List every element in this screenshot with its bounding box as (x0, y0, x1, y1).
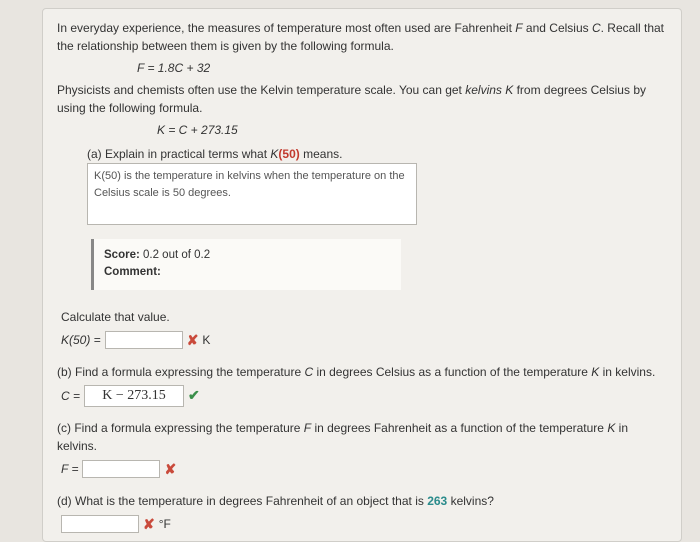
comment-line: Comment: (104, 264, 391, 281)
part-d: (d) What is the temperature in degrees F… (57, 492, 667, 535)
part-d-a: (d) What is the temperature in degrees F… (57, 494, 427, 508)
intro-1b: and Celsius (523, 21, 592, 35)
intro-2a: Physicists and chemists often use the Ke… (57, 83, 465, 97)
score-label: Score: (104, 249, 140, 261)
f-input[interactable] (82, 460, 160, 478)
part-d-prompt: (d) What is the temperature in degrees F… (57, 492, 667, 510)
intro-f: F (515, 21, 522, 35)
k-unit: K (202, 331, 210, 349)
part-b-end: in kelvins. (599, 365, 655, 379)
part-c-a: (c) Find a formula expressing the temper… (57, 421, 304, 435)
part-a-label: (a) Explain in practical terms what (87, 147, 270, 161)
formula-1: F = 1.8C + 32 (137, 59, 667, 77)
d-row: ✘ °F (61, 514, 667, 535)
c-input[interactable]: K − 273.15 (84, 385, 184, 407)
comment-label: Comment: (104, 266, 161, 278)
part-b: (b) Find a formula expressing the temper… (57, 363, 667, 407)
k50-row: K(50) = ✘ K (61, 330, 667, 351)
c-row: C = K − 273.15 ✔ (61, 385, 667, 407)
part-a: (a) Explain in practical terms what K(50… (87, 145, 667, 225)
part-d-val: 263 (427, 494, 447, 508)
part-c: (c) Find a formula expressing the temper… (57, 419, 667, 480)
part-a-end: means. (300, 147, 343, 161)
part-a-prompt: (a) Explain in practical terms what K(50… (87, 145, 667, 163)
f-eq: F = (61, 460, 78, 478)
formula-2: K = C + 273.15 (157, 121, 667, 139)
f-unit: °F (159, 515, 171, 533)
question-panel: In everyday experience, the measures of … (42, 8, 682, 542)
intro-text-2: Physicists and chemists often use the Ke… (57, 81, 667, 117)
intro-c: C (592, 21, 601, 35)
part-a-50: (50) (278, 147, 299, 161)
calc-label: Calculate that value. (61, 308, 667, 326)
f-wrong-icon: ✘ (164, 459, 176, 480)
k50-input[interactable] (105, 331, 183, 349)
intro-text-1: In everyday experience, the measures of … (57, 19, 667, 55)
c-eq: C = (61, 387, 80, 405)
score-box: Score: 0.2 out of 0.2 Comment: (91, 239, 401, 290)
d-wrong-icon: ✘ (143, 514, 155, 535)
intro-kelvins: kelvins K (465, 83, 513, 97)
answer-a-box[interactable]: K(50) is the temperature in kelvins when… (87, 163, 417, 225)
k50-wrong-icon: ✘ (187, 330, 199, 351)
f-row: F = ✘ (61, 459, 667, 480)
score-value: 0.2 out of 0.2 (140, 249, 210, 261)
part-b-a: (b) Find a formula expressing the temper… (57, 365, 304, 379)
intro-1a: In everyday experience, the measures of … (57, 21, 515, 35)
score-line: Score: 0.2 out of 0.2 (104, 247, 391, 264)
d-input[interactable] (61, 515, 139, 533)
part-b-prompt: (b) Find a formula expressing the temper… (57, 363, 667, 381)
part-b-mid: in degrees Celsius as a function of the … (313, 365, 591, 379)
part-d-b: kelvins? (447, 494, 494, 508)
part-c-prompt: (c) Find a formula expressing the temper… (57, 419, 667, 455)
k50-eq: K(50) = (61, 331, 101, 349)
part-b-c: C (304, 365, 313, 379)
part-c-mid: in degrees Fahrenheit as a function of t… (311, 421, 607, 435)
c-check-icon: ✔ (188, 385, 200, 406)
